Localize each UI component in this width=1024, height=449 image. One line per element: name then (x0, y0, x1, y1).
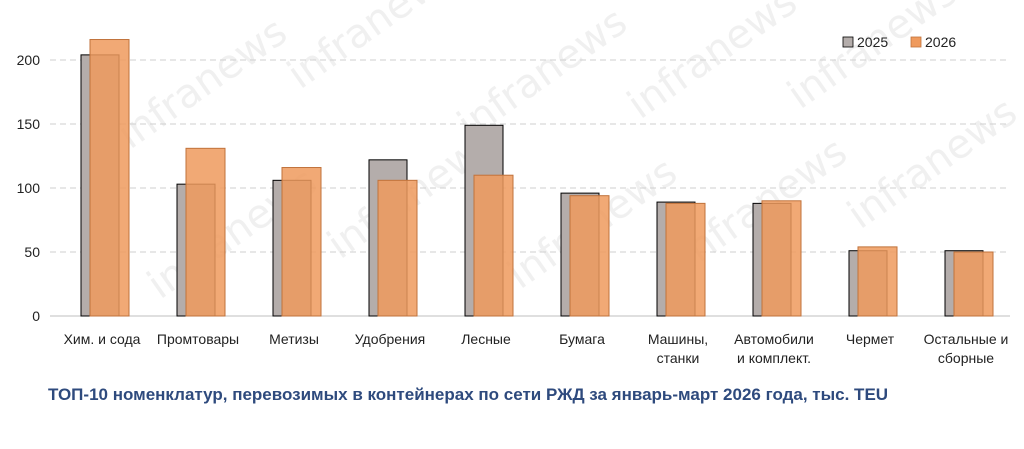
x-tick-label: Остальные и сборные (924, 331, 1009, 366)
bar-group (560, 192, 610, 317)
bar-group (848, 246, 898, 317)
x-tick-label: Машины, станки (648, 331, 708, 366)
x-tick-label-line: Чермет (846, 331, 895, 347)
watermark-text: infranews (839, 89, 1024, 239)
bar-group (176, 147, 226, 317)
bar-group (464, 124, 514, 317)
bar-group (368, 159, 418, 317)
x-tick-label-line: Остальные и (924, 331, 1009, 347)
x-tick-label-line: Машины, (648, 331, 708, 347)
x-tick-label: Метизы (269, 331, 319, 347)
bar-2026 (473, 174, 514, 317)
bars (80, 39, 994, 317)
x-tick-label-line: Лесные (461, 331, 511, 347)
x-tick-label-line: Бумага (559, 331, 605, 347)
bar-chart: infranewsinfranewsinfranewsinfranewsinfr… (17, 0, 1024, 366)
watermark-text: infranews (619, 0, 805, 128)
x-tick-label-line: Промтовары (157, 331, 239, 347)
x-tick-label: Автомобили и комплект. (734, 331, 814, 366)
bar-2026 (665, 202, 706, 317)
x-tick-label: Хим. и сода (64, 331, 141, 347)
bar-2026 (89, 39, 130, 317)
bar-2026 (281, 167, 322, 317)
bar-2026 (185, 147, 226, 317)
legend: 2025 2026 (842, 34, 956, 50)
x-tick-label: Удобрения (355, 331, 425, 347)
legend-swatch (842, 36, 854, 48)
legend-label: 2026 (925, 34, 956, 50)
bar-group (656, 201, 706, 317)
x-tick-label-line: сборные (938, 350, 994, 366)
x-tick-label-line: Хим. и сода (64, 331, 141, 347)
bar-2026 (569, 195, 610, 317)
y-tick-label: 150 (17, 116, 41, 132)
bar-group (272, 167, 322, 317)
x-tick-label-line: Метизы (269, 331, 319, 347)
legend-swatch (910, 36, 922, 48)
bar-2026 (377, 179, 418, 317)
y-tick-label: 100 (17, 180, 41, 196)
chart-title: ТОП-10 номенклатур, перевозимых в контей… (48, 385, 889, 404)
x-tick-label: Чермет (846, 331, 895, 347)
x-tick-label: Промтовары (157, 331, 239, 347)
watermark-text: infranews (779, 0, 965, 118)
x-axis-labels: Хим. и сода Промтовары Метизы Удобрения Лесн… (64, 331, 1009, 366)
bar-2026 (761, 200, 802, 317)
bar-group (944, 250, 994, 317)
y-tick-label: 50 (24, 244, 40, 260)
x-tick-label-line: станки (657, 350, 700, 366)
legend-label: 2025 (857, 34, 888, 50)
watermark-text: infranews (279, 0, 465, 98)
x-tick-label: Бумага (559, 331, 605, 347)
y-axis: 0 50 100 150 200 (17, 52, 41, 324)
bar-group (752, 200, 802, 317)
bar-2026 (857, 246, 898, 317)
bar-2026 (953, 251, 994, 317)
watermark-text: infranews (109, 9, 295, 159)
x-tick-label-line: Автомобили (734, 331, 814, 347)
y-tick-label: 200 (17, 52, 41, 68)
bar-group (80, 39, 130, 317)
x-tick-label-line: Удобрения (355, 331, 425, 347)
x-tick-label-line: и комплект. (737, 350, 811, 366)
y-tick-label: 0 (32, 308, 40, 324)
x-tick-label: Лесные (461, 331, 511, 347)
